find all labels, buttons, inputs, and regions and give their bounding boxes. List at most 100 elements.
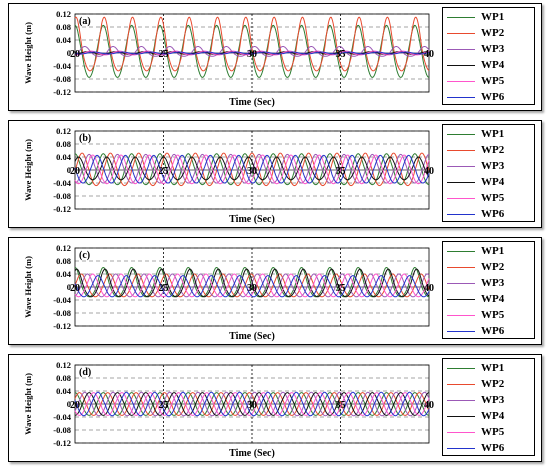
chart-panel-c: -0.12 -0.08 -0.04 0 0.04 0.08 0.12 20 25 30 35 40 (c… (8, 237, 542, 345)
legend-c: WP1 WP2 WP3 WP4 WP5 WP6 (442, 241, 535, 339)
legend-swatch (447, 331, 475, 332)
y-tick-label: 0.04 (56, 35, 72, 45)
legend-label: WP2 (481, 261, 505, 273)
legend-label: WP6 (481, 325, 505, 337)
series-line-wp6 (74, 275, 430, 298)
legend-item-wp4: WP4 (447, 291, 533, 307)
legend-swatch (447, 448, 475, 449)
y-axis-title: Wave Height (m) (23, 373, 33, 435)
x-tick-label: 25 (159, 283, 169, 294)
legend-swatch (447, 432, 475, 433)
legend-d: WP1 WP2 WP3 WP4 WP5 WP6 (442, 358, 535, 456)
y-tick-label: 0.04 (56, 269, 72, 279)
plot-area-c: -0.12 -0.08 -0.04 0 0.04 0.08 0.12 20 25 30 35 40 (c… (23, 243, 434, 342)
legend-b: WP1 WP2 WP3 WP4 WP5 WP6 (442, 124, 535, 222)
legend-item-wp5: WP5 (447, 424, 533, 440)
y-tick-label: 0 (67, 282, 71, 292)
legend-a: WP1 WP2 WP3 WP4 WP5 WP6 (442, 7, 535, 105)
legend-label: WP5 (481, 75, 505, 87)
y-tick-label: -0.12 (53, 87, 71, 97)
series-line-wp3 (75, 153, 430, 184)
legend-item-wp3: WP3 (447, 392, 533, 408)
x-tick-label: 20 (70, 49, 80, 60)
legend-swatch (447, 81, 475, 82)
legend-label: WP5 (481, 426, 505, 438)
legend-item-wp6: WP6 (447, 323, 533, 339)
legend-item-wp3: WP3 (447, 275, 533, 291)
y-tick-label: 0.12 (56, 243, 71, 253)
x-axis-title: Time (Sec) (229, 331, 275, 342)
legend-item-wp5: WP5 (447, 190, 533, 206)
x-tick-label: 40 (424, 400, 434, 411)
legend-label: WP5 (481, 192, 505, 204)
legend-label: WP4 (481, 176, 505, 188)
y-tick-label: 0.04 (56, 152, 72, 162)
legend-item-wp2: WP2 (447, 376, 533, 392)
series-line-wp5 (74, 154, 430, 185)
y-tick-label: 0.12 (56, 9, 71, 19)
legend-item-wp5: WP5 (447, 73, 533, 89)
legend-label: WP3 (481, 43, 505, 55)
y-tick-label: -0.04 (53, 295, 71, 305)
legend-item-wp2: WP2 (447, 142, 533, 158)
y-tick-label: 0 (67, 399, 71, 409)
chart-panel-d: -0.12 -0.08 -0.04 0 0.04 0.08 0.12 20 25 30 35 40 (d… (8, 354, 542, 462)
legend-item-wp1: WP1 (447, 126, 533, 142)
legend-label: WP6 (481, 91, 505, 103)
legend-item-wp2: WP2 (447, 259, 533, 275)
panel-label: (d) (79, 367, 91, 378)
x-tick-label: 40 (424, 49, 434, 60)
chart-panel-b: -0.12 -0.08 -0.04 0 0.04 0.08 0.12 20 25 30 35 40 (b… (8, 120, 542, 228)
x-tick-label: 20 (70, 283, 80, 294)
x-tick-label: 35 (336, 400, 346, 411)
legend-item-wp4: WP4 (447, 408, 533, 424)
legend-swatch (447, 267, 475, 268)
legend-item-wp6: WP6 (447, 206, 533, 222)
y-tick-label: 0.04 (56, 386, 72, 396)
x-tick-label: 40 (424, 283, 434, 294)
y-axis-title: Wave Height (m) (23, 139, 33, 201)
legend-item-wp2: WP2 (447, 25, 533, 41)
legend-label: WP2 (481, 27, 505, 39)
legend-swatch (447, 33, 475, 34)
legend-swatch (447, 166, 475, 167)
legend-label: WP6 (481, 208, 505, 220)
plot-frame (74, 364, 430, 444)
legend-label: WP1 (481, 362, 505, 374)
legend-label: WP6 (481, 442, 505, 454)
legend-swatch (447, 198, 475, 199)
x-tick-label: 35 (336, 283, 346, 294)
y-tick-label: 0 (67, 48, 71, 58)
y-tick-label: -0.12 (53, 204, 71, 214)
y-tick-label: -0.08 (53, 191, 71, 201)
legend-swatch (447, 400, 475, 401)
y-tick-label: -0.12 (53, 438, 71, 448)
legend-swatch (447, 65, 475, 66)
plot-area-b: -0.12 -0.08 -0.04 0 0.04 0.08 0.12 20 25 30 35 40 (b… (23, 126, 434, 225)
x-tick-label: 20 (70, 166, 80, 177)
legend-swatch (447, 416, 475, 417)
panel-label: (c) (79, 250, 90, 261)
y-tick-label: -0.04 (53, 412, 71, 422)
series-line-wp6 (74, 391, 430, 417)
legend-label: WP1 (481, 128, 505, 140)
legend-swatch (447, 384, 475, 385)
legend-swatch (447, 368, 475, 369)
legend-item-wp1: WP1 (447, 243, 533, 259)
series-line-wp5 (74, 273, 430, 298)
series-line-wp2 (74, 152, 430, 187)
y-tick-label: 0.12 (56, 360, 71, 370)
x-tick-label: 40 (424, 166, 434, 177)
legend-label: WP1 (481, 245, 505, 257)
x-tick-label: 30 (247, 400, 257, 411)
series-line-wp6 (74, 154, 430, 184)
legend-item-wp6: WP6 (447, 440, 533, 456)
x-tick-label: 25 (159, 400, 169, 411)
legend-swatch (447, 214, 475, 215)
x-tick-label: 20 (70, 400, 80, 411)
legend-swatch (447, 251, 475, 252)
legend-item-wp1: WP1 (447, 9, 533, 25)
y-tick-label: -0.04 (53, 178, 71, 188)
legend-label: WP4 (481, 410, 505, 422)
legend-item-wp6: WP6 (447, 89, 533, 105)
